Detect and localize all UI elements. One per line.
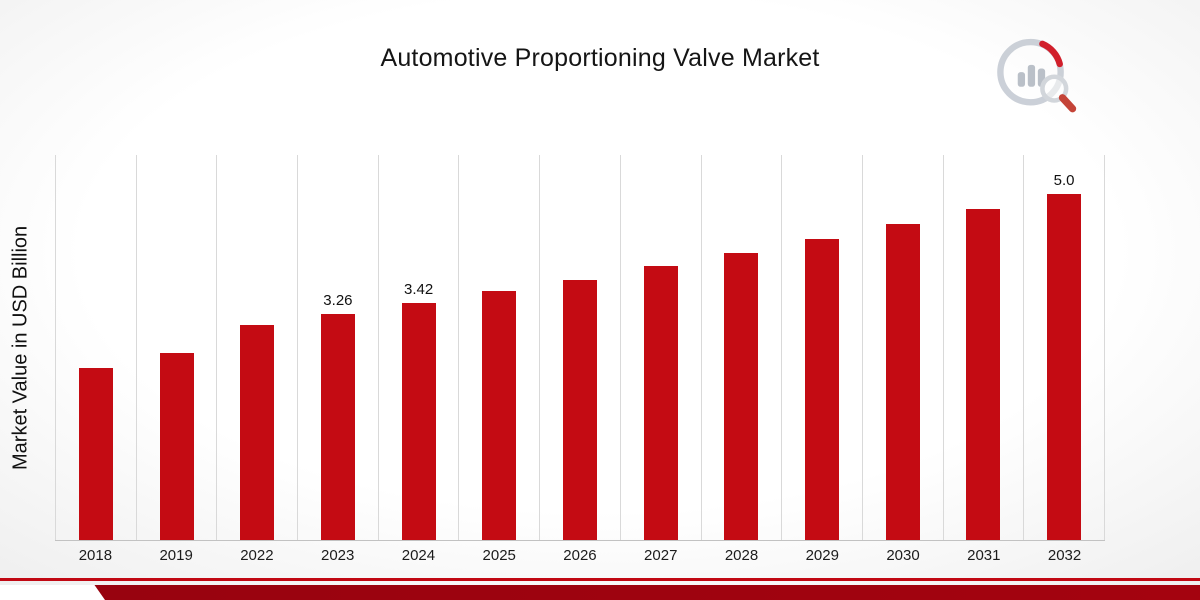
logo-magnifier-icon (1040, 74, 1077, 113)
bar-cell: 3.42 (377, 155, 459, 540)
plot-area: 3.26 3.42 5.0 (55, 155, 1105, 541)
logo-chart-icon (1017, 64, 1046, 87)
bar-2027 (643, 266, 678, 540)
bar-cell (458, 155, 539, 540)
x-tick-label: 2024 (401, 547, 436, 564)
x-tick-label: 2029 (805, 547, 839, 564)
x-axis: 2018 2019 2022 2023 2024 2025 2026 2027 2028 2029… (55, 547, 1105, 564)
bar-2022 (240, 325, 275, 540)
bar-value-label: 5.0 (1053, 172, 1075, 189)
bar-cell (619, 155, 701, 540)
bar-2018 (78, 368, 113, 540)
bar-2025 (482, 291, 517, 540)
x-tick-label: 2023 (320, 547, 355, 564)
x-tick-label: 2030 (886, 547, 920, 564)
bar-cell: 5.0 (1023, 155, 1105, 540)
x-tick-label: 2025 (482, 547, 516, 564)
bar-value-label: 3.42 (403, 281, 434, 298)
bar-cell: 3.26 (297, 155, 378, 540)
logo-circle (997, 38, 1064, 106)
x-tick-label: 2032 (1047, 547, 1082, 564)
x-tick-label: 2027 (644, 547, 678, 564)
bar-cell (216, 155, 297, 540)
bar-2031 (966, 209, 1001, 540)
bar-cell (539, 155, 620, 540)
x-tick-label: 2028 (724, 547, 759, 564)
x-tick-label: 2022 (240, 547, 274, 564)
footer-ribbon (0, 585, 1200, 600)
x-tick-label: 2031 (967, 547, 1001, 564)
bar-cell (861, 155, 943, 540)
footer-ribbon-notch (0, 585, 105, 600)
logo-red-arc (1039, 40, 1063, 68)
bar-2019 (159, 353, 194, 540)
bar-2030 (885, 224, 920, 540)
x-tick-label: 2026 (563, 547, 597, 564)
bar-cell (135, 155, 217, 540)
bar-cell (700, 155, 782, 540)
bar-2028 (724, 253, 759, 540)
bar-2032 (1047, 194, 1082, 540)
bar-cell (942, 155, 1024, 540)
bar-2023 (320, 314, 355, 540)
y-axis-label: Market Value in USD Billion (9, 225, 32, 470)
chart-title: Automotive Proportioning Valve Market (380, 44, 820, 72)
x-tick-label: 2018 (78, 547, 113, 564)
bar-2029 (805, 239, 840, 540)
bar-cell (55, 155, 136, 540)
brand-logo (990, 32, 1082, 116)
x-tick-label: 2019 (159, 547, 193, 564)
bar-2026 (562, 280, 597, 540)
bar-2024 (401, 303, 436, 540)
footer-ribbon-line (0, 578, 1200, 581)
bar-value-label: 3.26 (323, 292, 353, 309)
brand-logo-graphic (997, 38, 1077, 113)
bar-cell (781, 155, 862, 540)
